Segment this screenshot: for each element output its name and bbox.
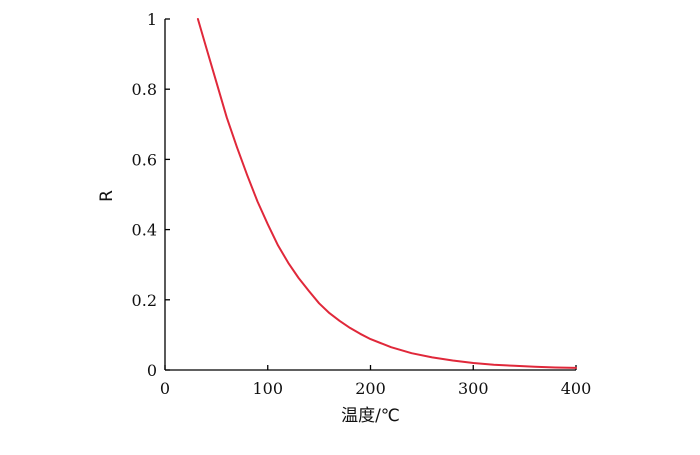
y-tick-label: 0.2 [132, 291, 157, 310]
ticks: 0 100 200 300 400 0 0.2 0.4 0.6 0.8 1 [132, 10, 592, 398]
x-tick-label: 100 [252, 379, 283, 398]
x-tick-label: 400 [561, 379, 592, 398]
series-layer [196, 18, 577, 369]
y-tick-label: 1 [147, 10, 157, 29]
series-line [196, 18, 577, 369]
x-tick-label: 0 [160, 379, 170, 398]
y-tick-label: 0.8 [132, 80, 157, 99]
y-tick-label: 0.6 [132, 150, 157, 169]
x-tick-label: 200 [355, 379, 386, 398]
y-tick-label: 0.4 [132, 221, 157, 240]
axes [164, 19, 576, 371]
x-axis-label: 温度/℃ [341, 406, 400, 426]
y-tick-label: 0 [147, 361, 157, 380]
y-axis-label: R [97, 190, 117, 202]
x-tick-label: 300 [458, 379, 489, 398]
